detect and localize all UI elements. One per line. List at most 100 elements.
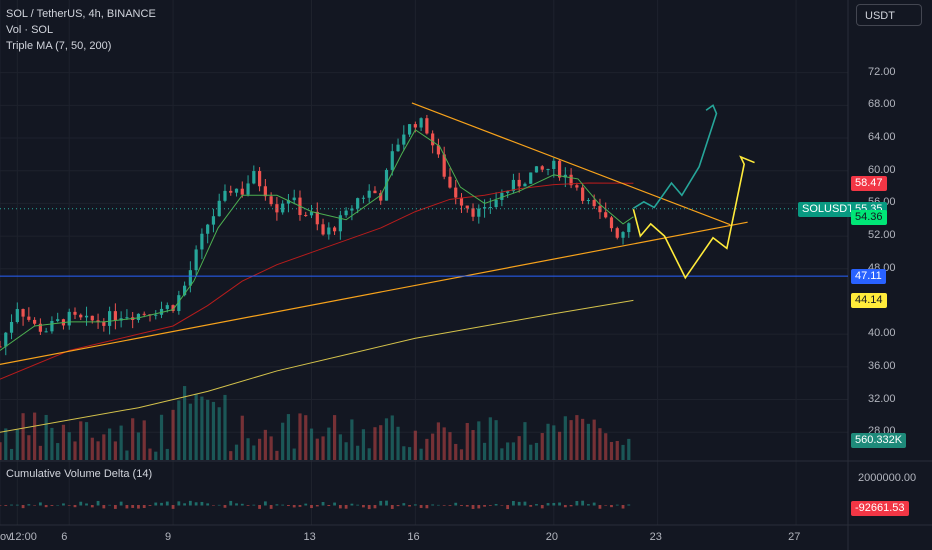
candle-body <box>9 322 14 333</box>
volume-bar <box>50 427 54 460</box>
cvd-bar <box>523 501 527 506</box>
cvd-bar <box>269 505 273 509</box>
volume-bar <box>38 445 42 460</box>
volume-bar <box>506 442 510 460</box>
candle-body <box>581 187 585 201</box>
candle-body <box>4 332 8 347</box>
cvd-bar <box>419 505 423 508</box>
cvd-bar <box>385 500 388 506</box>
cvd-bar <box>188 500 192 506</box>
candle-body <box>332 227 337 232</box>
volume-bar <box>15 429 19 460</box>
candle-body <box>407 124 412 135</box>
candle-body <box>454 187 458 198</box>
volume-legend[interactable]: Vol · SOL <box>6 24 54 36</box>
candle-body <box>142 313 146 315</box>
cvd-bar <box>229 500 233 506</box>
candle-body <box>309 211 314 216</box>
volume-bar <box>448 432 452 460</box>
cvd-bar <box>552 502 556 506</box>
candle-body <box>33 319 37 324</box>
symbol-legend[interactable]: SOL / TetherUS, 4h, BINANCE <box>6 8 156 20</box>
cvd-bar <box>298 505 302 507</box>
ma50-line <box>0 182 634 380</box>
candle-body <box>586 200 591 202</box>
ma7-line <box>0 129 634 351</box>
volume-tag: 560.332K <box>851 433 907 449</box>
candle-body <box>592 200 596 207</box>
candle-body <box>223 190 227 201</box>
volume-bar <box>361 429 366 460</box>
cvd-bar <box>610 505 613 508</box>
candle-body <box>575 185 579 188</box>
cvd-bar <box>517 501 521 506</box>
cvd-bar <box>581 500 585 506</box>
volume-bar <box>627 438 631 460</box>
candle-body <box>517 179 521 187</box>
candle-body <box>292 197 296 201</box>
cvd-bar <box>350 503 354 506</box>
candle-body <box>477 208 481 217</box>
volume-bar <box>119 425 123 460</box>
volume-bar <box>9 448 14 460</box>
volume-bar <box>298 413 302 460</box>
cvd-bar <box>27 504 31 506</box>
cvd-bar <box>512 501 515 506</box>
cvd-bar <box>506 505 510 510</box>
candle-body <box>442 154 446 177</box>
volume-bar <box>148 448 152 460</box>
cvd-bar <box>373 505 377 509</box>
volume-bar <box>563 416 567 460</box>
price-tick-label: 40.00 <box>868 327 896 340</box>
volume-bar <box>419 448 423 460</box>
cvd-bar <box>448 505 452 506</box>
cvd-bar <box>529 505 533 507</box>
volume-bar <box>431 433 435 460</box>
cvd-bar <box>137 505 140 509</box>
volume-bar <box>465 423 469 460</box>
currency-selector[interactable]: USDT <box>856 4 922 26</box>
candle-body <box>338 215 342 232</box>
cvd-bar <box>194 502 198 506</box>
candle-body <box>367 190 371 198</box>
cvd-bar <box>460 505 463 506</box>
cvd-bar <box>50 505 54 506</box>
candle-body <box>615 228 619 238</box>
volume-bar <box>523 422 527 460</box>
candle-body <box>56 319 60 321</box>
volume-bar <box>281 422 285 460</box>
candle-body <box>67 311 71 326</box>
cvd-bar <box>287 505 290 507</box>
candle-body <box>257 171 262 187</box>
cvd-bar <box>131 505 135 508</box>
candle-body <box>506 191 510 193</box>
volume-bar <box>246 438 250 460</box>
candle-body <box>448 176 452 188</box>
volume-bar <box>108 428 112 460</box>
cvd-bar <box>56 504 60 506</box>
cvd-bar <box>67 505 71 506</box>
candle-body <box>269 196 273 205</box>
cvd-bar <box>442 505 446 506</box>
cvd-bar <box>73 505 77 508</box>
time-tick-label: 9 <box>165 531 172 543</box>
ma-legend[interactable]: Triple MA (7, 50, 200) <box>6 40 112 52</box>
time-tick-label: 6 <box>61 531 68 543</box>
volume-bar <box>459 449 464 460</box>
cvd-bar <box>38 502 42 506</box>
volume-bar <box>188 403 192 460</box>
price-tick-label: 72.00 <box>868 65 896 78</box>
volume-bar <box>569 420 573 460</box>
volume-bar <box>332 415 337 460</box>
volume-bar <box>234 444 239 460</box>
cvd-bar <box>79 501 83 506</box>
candle-body <box>482 207 487 209</box>
volume-bar <box>90 437 94 460</box>
price-tick-label: 32.00 <box>868 392 896 405</box>
cvd-bar <box>102 505 106 509</box>
candle-body <box>136 313 141 320</box>
candle-body <box>459 197 464 206</box>
cvd-legend[interactable]: Cumulative Volume Delta (14) <box>6 468 153 480</box>
volume-bar <box>84 422 89 460</box>
